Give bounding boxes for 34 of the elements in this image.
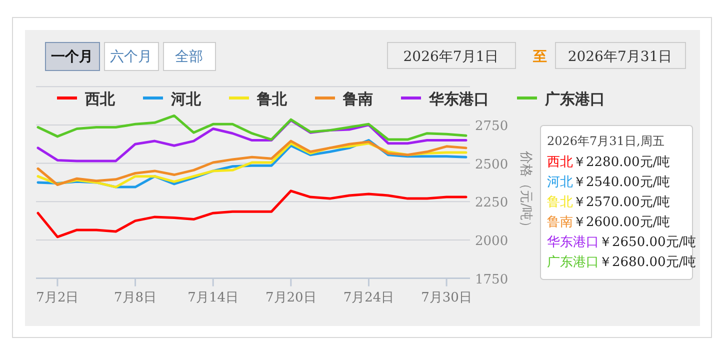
text: 鲁南 [547,215,573,230]
text: ￥2680.00元/吨 [599,255,696,270]
line-series [36,114,468,141]
x-tick-label: 7月14日 [188,290,239,306]
legend-label: 鲁北 [256,90,288,108]
y-tick-label: 2250 [475,196,508,211]
text: 鲁北 [547,195,573,210]
legend-label: 河北 [170,90,202,108]
legend-label: 华东港口 [428,90,489,108]
text: ￥2540.00元/吨 [573,175,670,190]
x-tick-label: 7月2日 [36,290,79,306]
y-tick-label: 2500 [475,157,508,172]
x-tick-label: 7月30日 [421,290,472,306]
x-tick-label: 7月8日 [114,290,157,306]
text: 广东港口 [547,255,599,270]
y-tick-label: 2750 [475,118,508,134]
x-tick-label: 7月20日 [265,290,316,306]
text: ￥2650.00元/吨 [599,235,696,250]
text: ￥2570.00元/吨 [573,195,670,210]
text: 华东港口 [547,235,599,250]
line-series [36,190,468,238]
legend-label: 鲁南 [342,90,373,108]
text: 西北 [547,155,573,170]
text: 河北 [547,175,573,190]
y-tick-label: 2000 [475,234,508,249]
text: 2026年7月31日,周五 [547,134,664,148]
text: ￥2280.00元/吨 [573,155,670,170]
controls: 一个月 六个月 全部 2026年7月1日 至 2026年7月31日 [45,42,686,71]
text: ￥2600.00元/吨 [573,215,670,230]
x-tick-label: 7月24日 [343,290,394,306]
legend-label: 广东港口 [544,90,605,108]
legend-label: 西北 [84,90,116,108]
y-tick-label: 1750 [475,272,508,288]
y-axis-title: 价格（元/吨） [518,150,533,234]
